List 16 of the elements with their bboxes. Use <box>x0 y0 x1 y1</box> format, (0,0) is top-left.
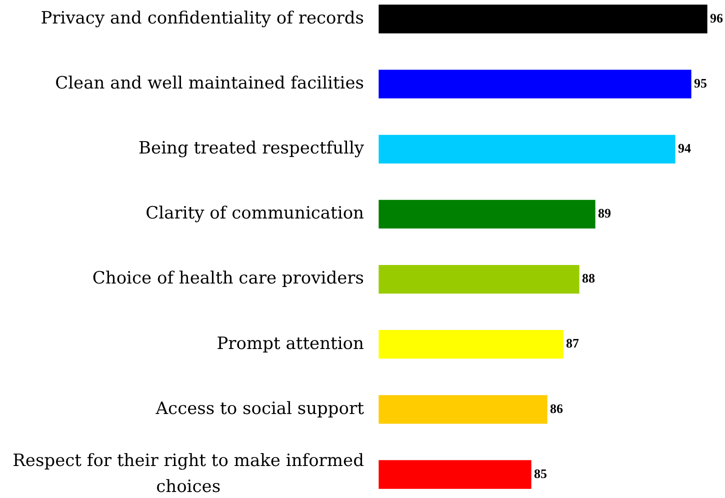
y-tick-label: Prompt attention <box>216 334 364 354</box>
data-label: 89 <box>598 206 612 221</box>
data-label: 88 <box>582 270 596 286</box>
data-label: 94 <box>678 140 692 156</box>
data-label: 95 <box>694 75 708 90</box>
y-tick-label: Clean and well maintained facilities <box>55 73 364 94</box>
y-tick-label: Privacy and confidentiality of records <box>40 8 364 28</box>
y-tick-label: Being treated respectfully <box>138 138 364 159</box>
data-label: 85 <box>534 466 548 481</box>
data-label: 87 <box>566 336 580 351</box>
data-label: 96 <box>710 10 724 26</box>
y-tick-label: Clarity of communication <box>146 204 364 224</box>
data-label: 86 <box>550 400 564 416</box>
y-tick-label: Respect for their right to make informed choices <box>12 450 364 497</box>
y-tick-label: Access to social support <box>154 398 364 419</box>
y-tick-label: Choice of health care providers <box>92 268 364 289</box>
